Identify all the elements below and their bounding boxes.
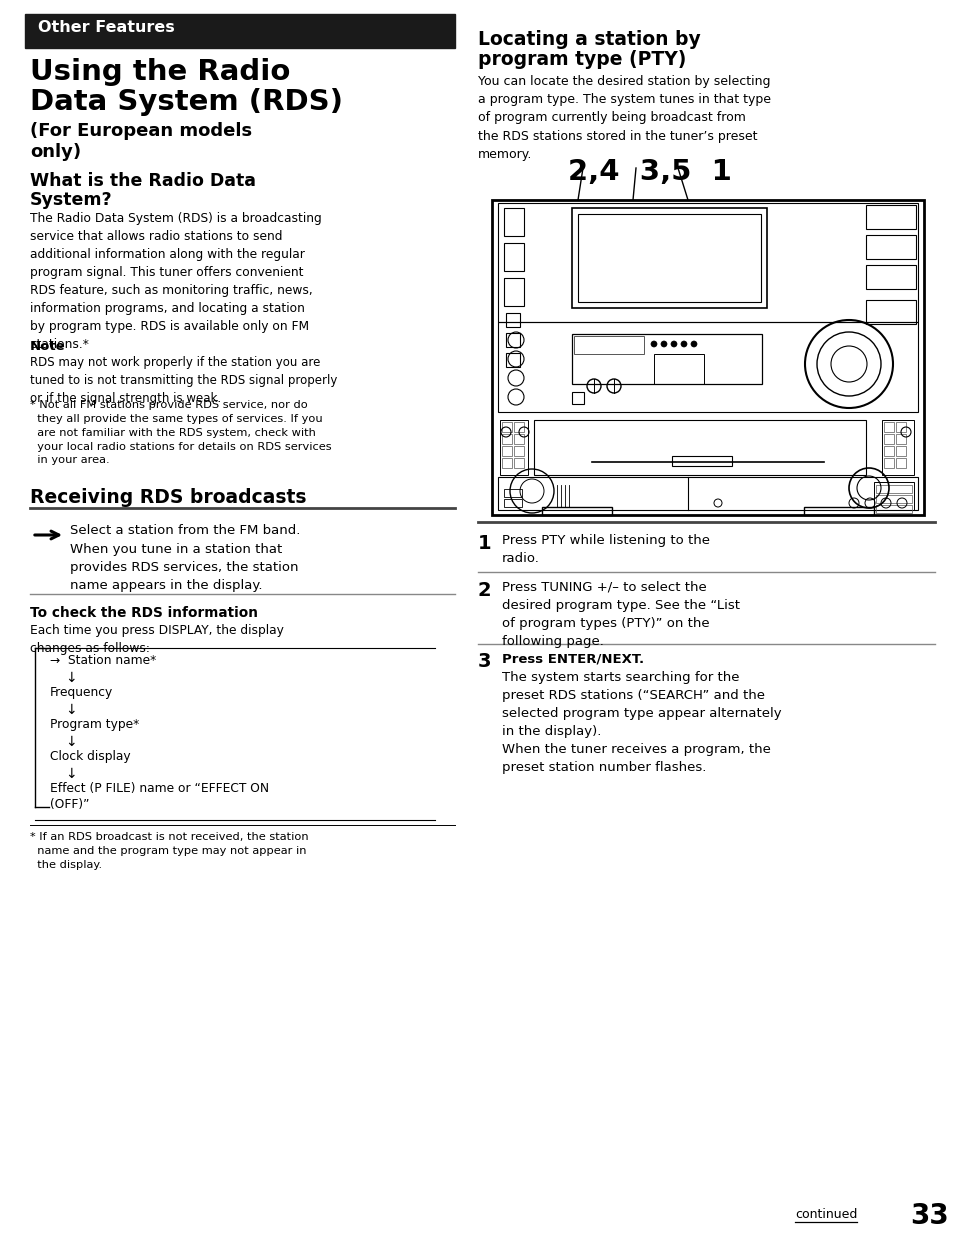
Bar	[875, 495, 911, 503]
Bar	[534, 420, 865, 475]
Text: Other Features: Other Features	[38, 20, 174, 35]
Text: 33: 33	[909, 1202, 947, 1230]
Bar	[882, 420, 913, 475]
Text: continued: continued	[794, 1208, 857, 1221]
Bar	[497, 477, 917, 510]
Bar	[503, 489, 521, 496]
Bar	[501, 422, 512, 432]
Bar	[514, 446, 523, 456]
Text: You can locate the desired station by selecting
a program type. The system tunes: You can locate the desired station by se…	[477, 75, 770, 161]
Bar	[803, 508, 873, 515]
Text: Select a station from the FM band.
When you tune in a station that
provides RDS : Select a station from the FM band. When …	[70, 524, 300, 593]
Bar	[671, 456, 731, 466]
Bar	[895, 422, 905, 432]
Text: * Not all FM stations provide RDS service, nor do
  they all provide the same ty: * Not all FM stations provide RDS servic…	[30, 400, 332, 466]
Bar	[501, 458, 512, 468]
Text: Receiving RDS broadcasts: Receiving RDS broadcasts	[30, 488, 306, 508]
Bar	[572, 207, 766, 308]
Bar	[574, 336, 643, 354]
Bar	[865, 205, 915, 228]
Bar	[873, 482, 913, 510]
Text: Using the Radio: Using the Radio	[30, 58, 290, 86]
Bar	[895, 446, 905, 456]
Bar	[572, 333, 761, 384]
Circle shape	[690, 341, 697, 347]
Text: * If an RDS broadcast is not received, the station
  name and the program type m: * If an RDS broadcast is not received, t…	[30, 832, 309, 869]
Bar	[865, 300, 915, 324]
Text: Press TUNING +/– to select the
desired program type. See the “List
of program ty: Press TUNING +/– to select the desired p…	[501, 580, 740, 648]
Text: Effect (P FILE) name or “EFFECT ON: Effect (P FILE) name or “EFFECT ON	[50, 782, 269, 795]
Text: ↓: ↓	[65, 735, 76, 748]
Text: Clock display: Clock display	[50, 750, 131, 763]
Text: Frequency: Frequency	[50, 685, 113, 699]
Text: (For European models: (For European models	[30, 122, 252, 140]
Circle shape	[650, 341, 657, 347]
Text: Program type*: Program type*	[50, 718, 139, 731]
Bar	[875, 485, 911, 493]
Circle shape	[670, 341, 677, 347]
Text: ↓: ↓	[65, 671, 76, 685]
Text: 2,4  3,5  1: 2,4 3,5 1	[567, 158, 731, 186]
Bar	[895, 433, 905, 445]
Bar	[505, 312, 519, 327]
Bar	[883, 458, 893, 468]
Bar	[895, 458, 905, 468]
Bar	[514, 433, 523, 445]
Circle shape	[660, 341, 666, 347]
Circle shape	[680, 341, 686, 347]
Text: (OFF)”: (OFF)”	[50, 798, 90, 811]
Text: To check the RDS information: To check the RDS information	[30, 606, 257, 620]
Bar	[541, 508, 612, 515]
Bar	[875, 505, 911, 513]
Bar	[514, 422, 523, 432]
Bar	[654, 354, 703, 384]
Text: program type (PTY): program type (PTY)	[477, 49, 685, 69]
Bar	[578, 214, 760, 303]
Bar	[505, 333, 519, 347]
Text: Data System (RDS): Data System (RDS)	[30, 88, 343, 116]
Text: The Radio Data System (RDS) is a broadcasting
service that allows radio stations: The Radio Data System (RDS) is a broadca…	[30, 212, 321, 351]
Bar	[883, 433, 893, 445]
Text: The system starts searching for the
preset RDS stations (“SEARCH” and the
select: The system starts searching for the pres…	[501, 671, 781, 774]
Text: only): only)	[30, 143, 81, 161]
Text: ↓: ↓	[65, 703, 76, 718]
Bar	[497, 322, 917, 412]
Text: ↓: ↓	[65, 767, 76, 781]
Bar	[514, 458, 523, 468]
Bar	[865, 266, 915, 289]
Bar	[883, 446, 893, 456]
Text: 2: 2	[477, 580, 491, 600]
Text: RDS may not work properly if the station you are
tuned to is not transmitting th: RDS may not work properly if the station…	[30, 356, 337, 405]
Text: What is the Radio Data: What is the Radio Data	[30, 172, 255, 190]
Text: Press PTY while listening to the
radio.: Press PTY while listening to the radio.	[501, 534, 709, 564]
Bar	[497, 203, 917, 322]
Text: 3: 3	[477, 652, 491, 671]
Text: Note: Note	[30, 340, 66, 353]
Bar	[492, 200, 923, 515]
Bar	[503, 243, 523, 270]
Bar	[25, 14, 455, 48]
Bar	[572, 391, 583, 404]
Bar	[503, 499, 521, 508]
Text: 1: 1	[477, 534, 491, 553]
Bar	[503, 207, 523, 236]
Text: System?: System?	[30, 191, 112, 209]
Bar	[501, 433, 512, 445]
Text: Press ENTER/NEXT.: Press ENTER/NEXT.	[501, 652, 643, 664]
Bar	[505, 353, 519, 367]
Bar	[503, 278, 523, 306]
Bar	[501, 446, 512, 456]
Text: Each time you press DISPLAY, the display
changes as follows:: Each time you press DISPLAY, the display…	[30, 624, 284, 655]
Bar	[499, 420, 527, 475]
Text: Locating a station by: Locating a station by	[477, 30, 700, 49]
Text: →  Station name*: → Station name*	[50, 655, 156, 667]
Bar	[883, 422, 893, 432]
Bar	[865, 235, 915, 259]
